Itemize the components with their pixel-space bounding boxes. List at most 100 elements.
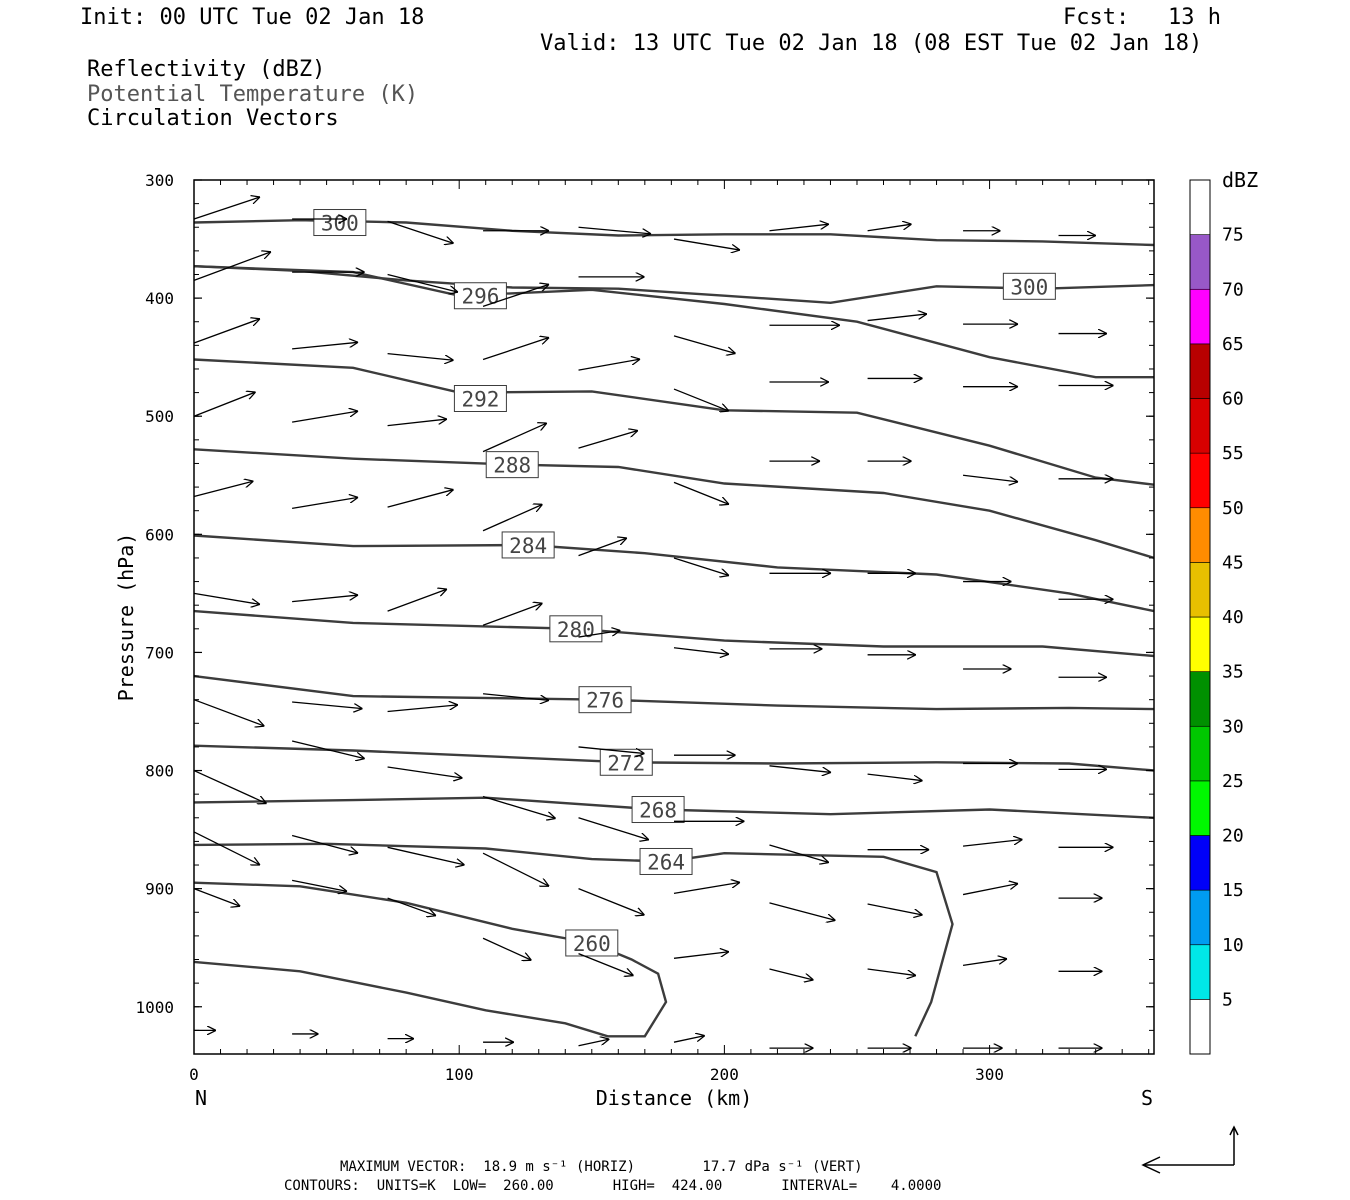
colorbar-swatch — [1189, 562, 1211, 618]
colorbar-level: 70 — [1222, 279, 1244, 300]
circulation-vector — [578, 888, 645, 915]
colorbar-swatch — [1189, 780, 1211, 836]
theta-contour — [193, 534, 1155, 613]
circulation-vector — [482, 795, 556, 819]
circulation-vector — [769, 844, 828, 863]
circulation-vector — [387, 490, 454, 508]
north-label: N — [195, 1086, 207, 1110]
contour-label-box — [453, 385, 507, 412]
circulation-vector — [193, 392, 256, 417]
colorbar-level: 15 — [1222, 880, 1244, 901]
contour-label-box — [453, 282, 507, 310]
colorbar-level: 75 — [1222, 225, 1244, 246]
circulation-vector — [578, 226, 652, 234]
y-tick-label: 400 — [145, 289, 174, 308]
colorbar-swatch — [1189, 835, 1211, 891]
y-tick-label: 600 — [145, 525, 174, 544]
vector-layer — [193, 197, 1114, 1048]
plot-frame — [193, 179, 1155, 1055]
circulation-vector — [292, 595, 358, 603]
circulation-vector — [193, 831, 260, 865]
circulation-vector — [769, 902, 835, 921]
circulation-vector — [193, 197, 260, 220]
y-axis-title: Pressure (hPa) — [114, 533, 138, 702]
contour-label-box — [639, 847, 693, 875]
colorbar-swatch — [1189, 234, 1211, 290]
circulation-vector — [673, 647, 729, 655]
circulation-vector — [387, 419, 447, 427]
colorbar-swatch — [1189, 288, 1211, 345]
tick-layer: 300 400 500 600 700 800 900 1000 0 100 200 300 — [135, 171, 1154, 1084]
circulation-vector — [387, 352, 454, 361]
colorbar-swatch — [1189, 889, 1211, 946]
theta-contour — [193, 448, 1155, 560]
circulation-vector — [578, 1039, 610, 1047]
circulation-vector — [769, 224, 828, 232]
contour-label: 276 — [586, 689, 624, 713]
circulation-vector — [673, 335, 736, 354]
circulation-vector — [578, 359, 641, 371]
colorbar-unit: dBZ — [1222, 168, 1258, 192]
circulation-vector — [962, 840, 1022, 847]
contour-label: 300 — [321, 212, 359, 236]
circulation-vector — [193, 481, 253, 498]
contour-label-box — [578, 686, 632, 714]
colorbar-level: 55 — [1222, 443, 1244, 464]
contour-label: 284 — [509, 534, 547, 558]
contour-label: 280 — [557, 618, 595, 642]
circulation-vector — [291, 834, 358, 854]
circulation-vector — [673, 388, 729, 411]
x-tick-label: 100 — [445, 1065, 474, 1084]
circulation-vector — [867, 224, 912, 232]
circulation-vector — [387, 846, 465, 865]
x-tick-label: 0 — [189, 1065, 199, 1084]
x-axis-title: Distance (km) — [596, 1086, 753, 1110]
init-time: Init: 00 UTC Tue 02 Jan 18 — [80, 5, 425, 30]
colorbar: 5 10 15 20 25 30 35 40 45 50 55 60 65 70 75 — [1189, 179, 1244, 1055]
colorbar-swatch — [1189, 179, 1211, 235]
circulation-vector — [387, 705, 458, 713]
theta-contour — [193, 744, 1155, 772]
circulation-vector — [578, 953, 634, 976]
circulation-vector — [673, 1036, 705, 1043]
contour-label: 292 — [461, 388, 499, 412]
theta-contour — [193, 609, 1155, 658]
circulation-vector — [482, 852, 549, 886]
x-tick-label: 300 — [975, 1065, 1004, 1084]
circulation-vector — [867, 773, 923, 781]
reference-vector — [1141, 1125, 1239, 1174]
max-vector-footer: MAXIMUM VECTOR: 18.9 m s⁻¹ (HORIZ) 17.7 … — [340, 1159, 863, 1175]
colorbar-swatch — [1189, 999, 1211, 1055]
circulation-vector — [291, 740, 365, 759]
colorbar-level: 50 — [1222, 498, 1244, 519]
circulation-vector — [673, 952, 729, 959]
circulation-vector — [193, 699, 264, 726]
contour-label: 300 — [1010, 275, 1048, 299]
circulation-vector — [673, 557, 729, 576]
circulation-vector — [193, 592, 260, 604]
y-tick-label: 300 — [145, 171, 174, 190]
circulation-vector — [387, 897, 436, 916]
colorbar-level: 20 — [1222, 826, 1244, 847]
colorbar-swatch — [1189, 616, 1211, 672]
contours-footer: CONTOURS: UNITS=K LOW= 260.00 HIGH= 424.… — [284, 1178, 942, 1194]
colorbar-level: 35 — [1222, 662, 1244, 683]
vectors-legend: Circulation Vectors — [87, 106, 339, 131]
x-tick-label: 200 — [710, 1065, 739, 1084]
colorbar-swatch — [1189, 507, 1211, 563]
theta-contour — [193, 674, 1155, 711]
reflectivity-legend: Reflectivity (dBZ) — [87, 57, 326, 82]
circulation-vector — [387, 273, 458, 292]
y-tick-label: 700 — [145, 643, 174, 662]
circulation-vector — [482, 504, 542, 532]
colorbar-swatch — [1189, 452, 1211, 509]
circulation-vector — [482, 937, 531, 960]
circulation-vector — [292, 342, 358, 350]
contour-label: 264 — [647, 850, 685, 874]
contour-label: 296 — [461, 285, 499, 309]
colorbar-swatch — [1189, 343, 1211, 399]
circulation-vector — [193, 252, 271, 282]
colorbar-swatch — [1189, 398, 1211, 454]
circulation-vector — [387, 220, 454, 243]
circulation-vector — [292, 497, 358, 509]
